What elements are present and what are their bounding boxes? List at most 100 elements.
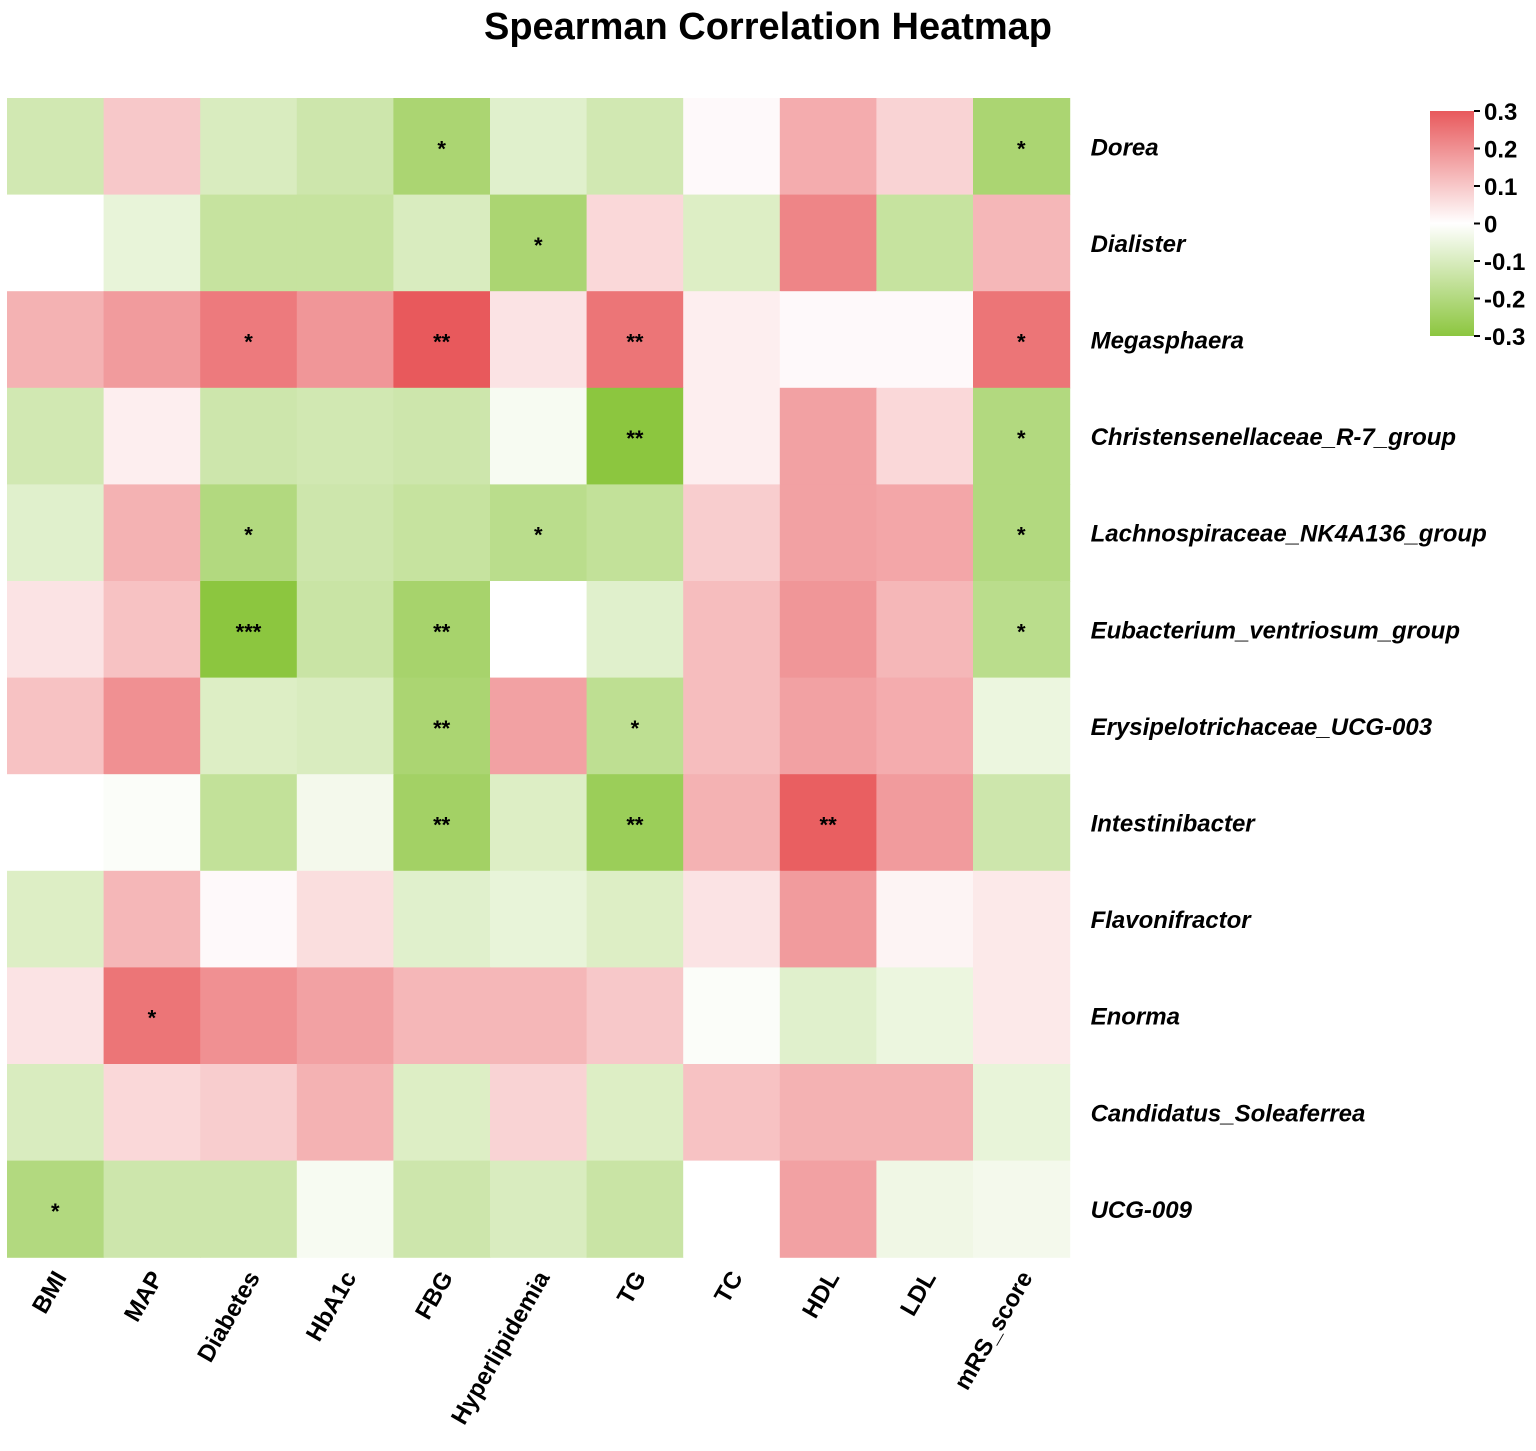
heatmap-cell [973, 967, 1071, 1065]
column-label: LDL [895, 1267, 942, 1321]
heatmap-cell [973, 677, 1071, 775]
heatmap-cell [296, 1064, 394, 1162]
row-labels: Dorea Dialister Megasphaera Christensenella… [1091, 134, 1487, 1224]
heatmap-cell [393, 581, 491, 679]
significance-marker: * [534, 523, 543, 548]
significance-marker: * [1017, 619, 1026, 644]
heatmap-cell [296, 1160, 394, 1258]
heatmap-cell [296, 194, 394, 292]
significance-marker: ** [433, 330, 451, 355]
heatmap-cell [393, 870, 491, 968]
significance-marker: * [244, 330, 253, 355]
heatmap-cell [200, 677, 298, 775]
significance-marker: * [1017, 523, 1026, 548]
heatmap-cell [586, 677, 684, 775]
significance-marker: * [1017, 136, 1026, 161]
heatmap-cell [779, 484, 877, 582]
heatmap-cell [973, 98, 1071, 196]
significance-marker: ** [433, 813, 451, 838]
heatmap-cell [683, 98, 781, 196]
heatmap-cell [490, 387, 588, 485]
heatmap-cell [876, 774, 974, 872]
significance-marker: * [1017, 426, 1026, 451]
heatmap-cell [393, 484, 491, 582]
heatmap-cell [296, 870, 394, 968]
heatmap-cell [200, 581, 298, 679]
column-label: HbA1c [301, 1267, 362, 1346]
heatmap-cell [490, 291, 588, 389]
heatmap-cell [876, 870, 974, 968]
heatmap-cell [200, 1064, 298, 1162]
heatmap-cell [200, 194, 298, 292]
heatmap-cell [7, 967, 105, 1065]
heatmap-cell [296, 484, 394, 582]
heatmap-cell [779, 387, 877, 485]
column-label: TG [612, 1267, 652, 1309]
heatmap-cell [393, 677, 491, 775]
significance-marker: ** [626, 330, 644, 355]
heatmap-cell [973, 291, 1071, 389]
row-label: Flavonifractor [1091, 907, 1253, 934]
row-label: Megasphaera [1091, 328, 1244, 355]
heatmap-cell [586, 194, 684, 292]
heatmap-cell [779, 581, 877, 679]
heatmap-cell [779, 291, 877, 389]
heatmap-cell [683, 194, 781, 292]
heatmap-cell [103, 1064, 201, 1162]
heatmap-cell [586, 967, 684, 1065]
heatmap-cell [200, 967, 298, 1065]
heatmap-cell [876, 677, 974, 775]
column-label: HDL [797, 1267, 845, 1323]
heatmap-cell [7, 98, 105, 196]
heatmap-cell [779, 774, 877, 872]
heatmap-cell [683, 1160, 781, 1258]
legend-tick-label: 0.3 [1484, 99, 1517, 126]
heatmap-cell [7, 387, 105, 485]
heatmap-cell [586, 387, 684, 485]
heatmap-cell [586, 774, 684, 872]
row-label: Christensenellaceae_R-7_group [1091, 424, 1456, 451]
significance-marker: * [51, 1199, 60, 1224]
heatmap-cell [876, 387, 974, 485]
heatmap-cell [490, 484, 588, 582]
heatmap-cell [586, 870, 684, 968]
heatmap-cell [586, 98, 684, 196]
column-label: BMI [27, 1267, 72, 1319]
heatmap-cell [490, 677, 588, 775]
heatmap-cell [683, 484, 781, 582]
heatmap-cell [490, 194, 588, 292]
legend-tick-label: -0.2 [1484, 287, 1525, 314]
color-legend: 0.3 0.2 0.1 0 -0.1 -0.2 -0.3 [1430, 99, 1525, 351]
heatmap-cell [103, 387, 201, 485]
heatmap-cell [683, 581, 781, 679]
heatmap-cell [490, 581, 588, 679]
heatmap-cell [7, 194, 105, 292]
column-label: MAP [119, 1267, 169, 1327]
heatmap-cell [973, 581, 1071, 679]
significance-marker: ** [433, 716, 451, 741]
significance-marker: * [148, 1006, 157, 1031]
heatmap-cell [490, 1064, 588, 1162]
heatmap-cell [296, 774, 394, 872]
column-label: TC [709, 1267, 748, 1308]
heatmap-cell [200, 870, 298, 968]
heatmap-cell [586, 291, 684, 389]
heatmap-cell [103, 1160, 201, 1258]
significance-marker: * [1017, 330, 1026, 355]
heatmap-cell [683, 1064, 781, 1162]
legend-color-bar [1430, 111, 1474, 336]
heatmap-cell [490, 967, 588, 1065]
row-label: Candidatus_Soleaferrea [1091, 1100, 1366, 1127]
column-label: mRS_score [949, 1267, 1038, 1395]
heatmap-cell [683, 387, 781, 485]
heatmap-cell [586, 581, 684, 679]
heatmap-cell [393, 291, 491, 389]
heatmap-cell [490, 774, 588, 872]
heatmap-cell [103, 870, 201, 968]
significance-markers: * *** ** ** *** ** * **** ** *** *** ** **** [51, 136, 1026, 1224]
heatmap-cell [876, 194, 974, 292]
row-label: Dorea [1091, 134, 1159, 161]
legend-tick-label: -0.1 [1484, 249, 1525, 276]
